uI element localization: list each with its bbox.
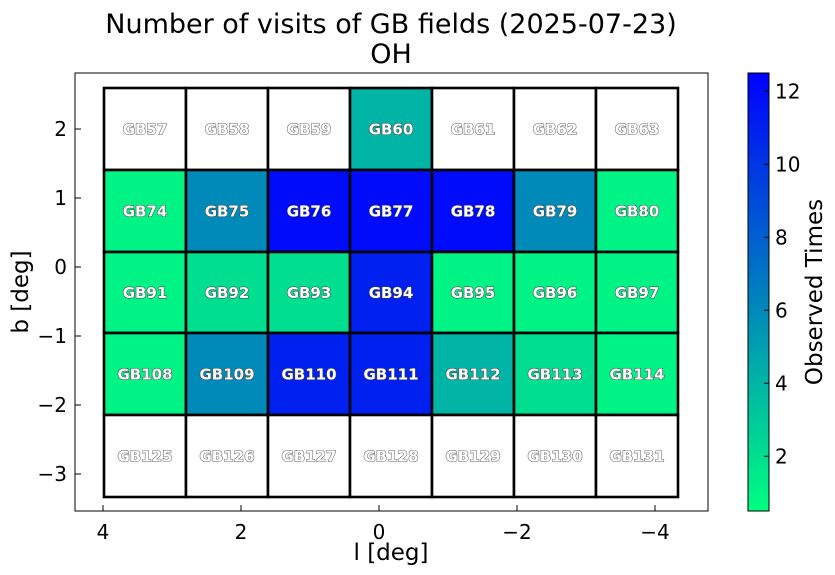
x-tick-label: −4 <box>640 520 669 544</box>
field-label-gb91: GB91 <box>123 284 168 302</box>
field-cell-gb94 <box>348 250 434 335</box>
field-cell-gb79 <box>512 168 598 254</box>
colorbar-tick-label: 6 <box>775 298 788 322</box>
field-label-gb79: GB79 <box>533 203 578 221</box>
field-label-gb57: GB57 <box>123 121 168 139</box>
field-label-gb97: GB97 <box>615 284 660 302</box>
field-label-gb113: GB113 <box>527 366 582 384</box>
field-cell-gb129 <box>430 413 516 499</box>
colorbar-gradient <box>747 72 770 512</box>
field-label-gb130: GB130 <box>527 448 582 466</box>
field-label-gb61: GB61 <box>451 121 496 139</box>
x-tick-label: 0 <box>373 520 386 544</box>
field-cell-gb91 <box>102 250 188 335</box>
y-tick-label: 0 <box>54 255 67 279</box>
y-axis-label: b [deg] <box>8 250 34 333</box>
colorbar-tick-label: 2 <box>775 444 788 468</box>
heatmap-cells <box>102 86 680 499</box>
field-label-gb127: GB127 <box>281 448 336 466</box>
field-label-gb111: GB111 <box>363 366 418 384</box>
colorbar-tick-label: 10 <box>775 152 800 176</box>
field-label-gb125: GB125 <box>117 448 172 466</box>
field-label-gb59: GB59 <box>287 121 332 139</box>
x-tick-label: 2 <box>235 520 248 544</box>
chart-subtitle: OH <box>370 39 412 70</box>
field-cell-gb112 <box>430 331 516 417</box>
field-cell-gb75 <box>184 168 270 254</box>
colorbar-label: Observed Times <box>802 199 828 385</box>
field-label-gb92: GB92 <box>205 284 250 302</box>
y-tick-label: −2 <box>38 393 67 417</box>
field-cell-gb96 <box>512 250 598 335</box>
x-axis-label: l [deg] <box>354 540 429 566</box>
field-cell-gb126 <box>184 413 270 499</box>
field-label-gb75: GB75 <box>205 203 250 221</box>
y-tick-label: 1 <box>54 186 67 210</box>
field-label-gb131: GB131 <box>609 448 664 466</box>
field-label-gb128: GB128 <box>363 448 418 466</box>
field-label-gb77: GB77 <box>369 203 414 221</box>
field-label-gb74: GB74 <box>123 203 168 221</box>
field-cell-gb92 <box>184 250 270 335</box>
colorbar-tick-label: 12 <box>775 79 800 103</box>
colorbar: 2 4 6 8 10 12 <box>747 72 800 512</box>
field-cell-gb61 <box>430 86 516 172</box>
field-cell-gb130 <box>512 413 598 499</box>
x-axis-ticks: 4 2 0 −2 −4 <box>97 505 670 544</box>
field-label-gb93: GB93 <box>287 284 332 302</box>
field-label-gb63: GB63 <box>615 121 660 139</box>
field-label-gb129: GB129 <box>445 448 500 466</box>
field-label-gb96: GB96 <box>533 284 578 302</box>
x-tick-label: 4 <box>97 520 110 544</box>
field-label-gb94: GB94 <box>369 284 414 302</box>
colorbar-tick-label: 8 <box>775 225 788 249</box>
field-cell-gb63 <box>594 86 680 172</box>
field-label-gb58: GB58 <box>205 121 250 139</box>
y-axis-ticks: 2 1 0 −1 −2 −3 <box>38 117 81 486</box>
field-label-gb60: GB60 <box>369 121 414 139</box>
field-label-gb109: GB109 <box>199 366 254 384</box>
field-cell-gb108 <box>102 331 188 417</box>
field-labels: GB57 GB58 GB59 GB60 GB61 GB62 GB63 GB74 GB75 GB76… <box>117 120 665 466</box>
field-cell-gb57 <box>102 86 188 172</box>
chart-title: Number of visits of GB fields (2025-07-2… <box>105 9 676 40</box>
field-label-gb95: GB95 <box>451 284 496 302</box>
field-cell-gb131 <box>594 413 680 499</box>
field-cell-gb77 <box>348 168 434 254</box>
field-label-gb110: GB110 <box>281 366 336 384</box>
y-tick-label: 2 <box>54 117 67 141</box>
x-tick-label: −2 <box>502 520 531 544</box>
field-cell-gb97 <box>594 250 680 335</box>
field-label-gb108: GB108 <box>117 366 172 384</box>
field-label-gb114: GB114 <box>609 366 664 384</box>
field-cell-gb114 <box>594 331 680 417</box>
field-cell-gb95 <box>430 250 516 335</box>
y-tick-label: −1 <box>38 324 67 348</box>
field-label-gb112: GB112 <box>445 366 500 384</box>
colorbar-tick-label: 4 <box>775 371 788 395</box>
field-label-gb76: GB76 <box>287 203 332 221</box>
field-label-gb80: GB80 <box>615 203 660 221</box>
field-label-gb126: GB126 <box>199 448 254 466</box>
field-label-gb78: GB78 <box>451 203 496 221</box>
field-label-gb62: GB62 <box>533 121 578 139</box>
y-tick-label: −3 <box>38 462 67 486</box>
